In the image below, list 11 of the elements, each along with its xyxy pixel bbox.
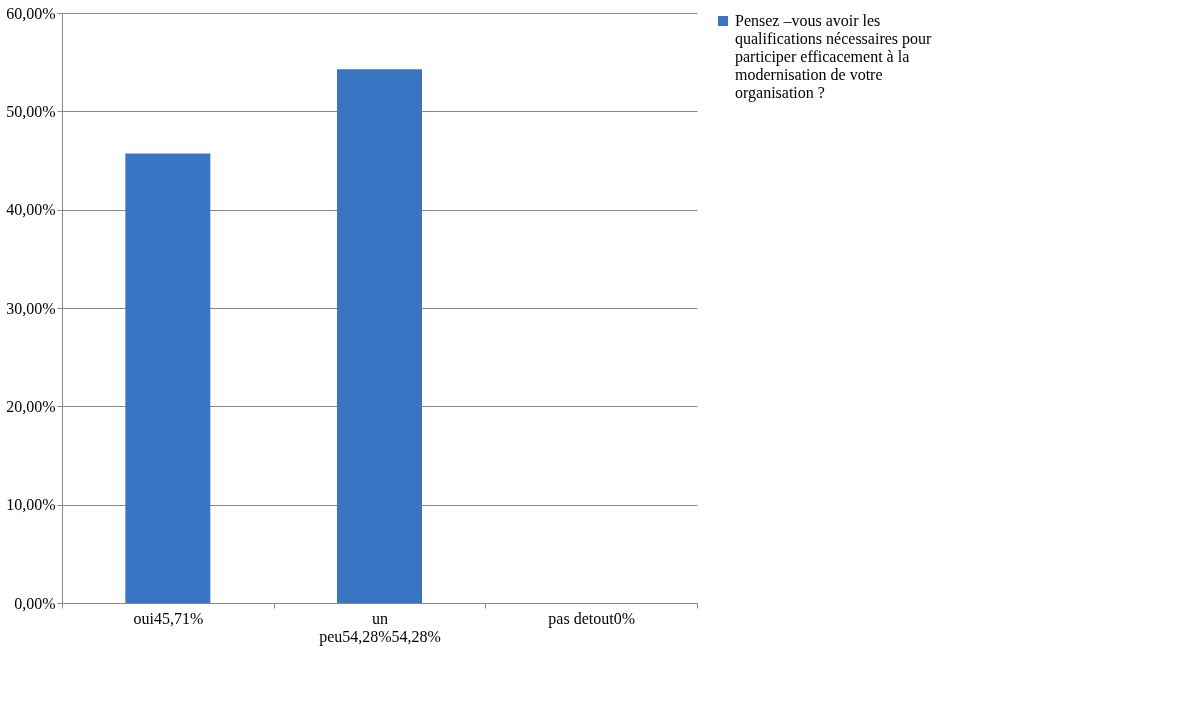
y-tick-label: 0,00% <box>14 594 56 612</box>
y-tick-label: 60,00% <box>6 4 56 22</box>
y-tick-label: 40,00% <box>6 201 56 219</box>
x-tick-label: pas detout0% <box>548 609 635 628</box>
y-tick-label: 20,00% <box>6 397 56 415</box>
y-tick-label: 10,00% <box>6 496 56 514</box>
legend-label: Pensez –vous avoir les qualifications nécessaires pour participer efficacement à la modernisation de votre organisation ? <box>735 12 933 102</box>
x-tick-label: oui45,71% <box>133 609 204 627</box>
y-tick-label: 50,00% <box>6 102 56 120</box>
y-tick-label: 30,00% <box>6 299 56 317</box>
x-tick-label: un peu54,28%54,28% <box>319 609 441 646</box>
